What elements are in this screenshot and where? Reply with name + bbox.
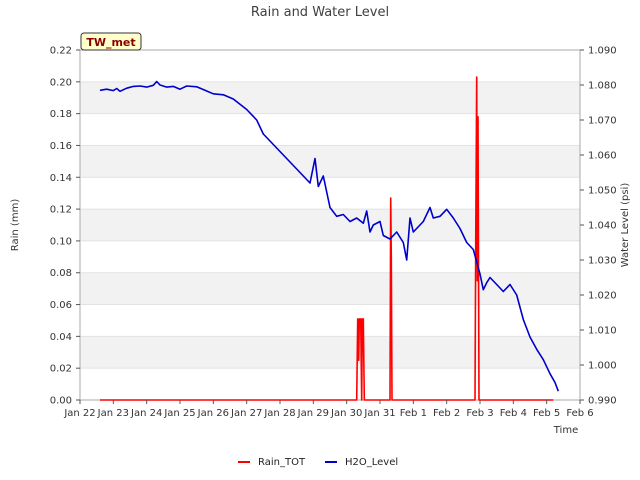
y-right-tick-label: 1.030 <box>588 256 617 267</box>
x-tick-label: Jan 27 <box>230 408 262 419</box>
x-tick-label: Jan 26 <box>197 408 229 419</box>
x-tick-label: Jan 25 <box>163 408 195 419</box>
y-left-tick-label: 0.12 <box>50 205 72 216</box>
x-axis-label: Time <box>553 425 578 436</box>
x-tick-label: Feb 6 <box>566 408 593 419</box>
y-left-tick-label: 0.20 <box>50 77 72 88</box>
plot-band <box>80 81 580 114</box>
y-left-tick-label: 0.16 <box>50 141 72 152</box>
gridlines <box>80 49 580 401</box>
y-left-tick-label: 0.04 <box>50 332 72 343</box>
x-tick-label: Jan 28 <box>263 408 295 419</box>
y-right-tick-label: 0.990 <box>588 396 617 407</box>
y-axis-left-label: Rain (mm) <box>10 199 21 252</box>
y-left-tick-label: 0.14 <box>50 173 72 184</box>
station-badge-box <box>80 32 142 51</box>
y-left-tick-label: 0.22 <box>50 46 72 57</box>
y-right-tick-label: 1.080 <box>588 81 617 92</box>
y-right-tick-label: 1.070 <box>588 116 617 127</box>
legend-label-rain: Rain_TOT <box>258 457 306 468</box>
y-left-tick-label: 0.18 <box>50 109 72 120</box>
x-tick-label: Jan 29 <box>297 408 329 419</box>
series-line-rain-tot <box>100 76 554 401</box>
series-line-h2o-level <box>99 80 560 392</box>
plot-band <box>80 336 580 369</box>
plot-band <box>80 272 580 305</box>
y-right-tick-label: 1.020 <box>588 291 617 302</box>
x-tick-label: Feb 5 <box>533 408 560 419</box>
x-tick-label: Feb 2 <box>433 408 460 419</box>
x-tick-label: Feb 1 <box>400 408 427 419</box>
plot-band <box>80 145 580 178</box>
x-tick-label: Jan 31 <box>363 408 395 419</box>
y-right-tick-label: 1.090 <box>588 46 617 57</box>
legend-label-h2o: H2O_Level <box>345 457 398 468</box>
series-layer <box>99 76 560 401</box>
station-badge-label: TW_met <box>86 36 135 49</box>
station-badge: TW_met <box>80 32 142 51</box>
y-right-tick-label: 1.010 <box>588 326 617 337</box>
y-right-tick-label: 1.050 <box>588 186 617 197</box>
x-tick-label: Feb 4 <box>500 408 527 419</box>
y-left-tick-label: 0.08 <box>50 268 72 279</box>
x-tick-label: Jan 30 <box>330 408 362 419</box>
x-tick-label: Feb 3 <box>466 408 493 419</box>
y-axis-right-label: Water Level (psi) <box>620 183 631 268</box>
legend: Rain_TOT H2O_Level <box>238 457 398 468</box>
x-tick-label: Jan 22 <box>63 408 95 419</box>
y-left-tick-label: 0.10 <box>50 236 72 247</box>
y-left-tick-label: 0.00 <box>50 396 72 407</box>
x-tick-label: Jan 23 <box>97 408 129 419</box>
plot-background-bands <box>80 81 580 369</box>
axes: 0.00 0.02 0.04 0.06 0.08 0.10 0.12 0.14 0.16 0.18… <box>50 46 617 420</box>
y-left-tick-label: 0.06 <box>50 300 72 311</box>
y-left-tick-label: 0.02 <box>50 364 72 375</box>
x-tick-label: Jan 24 <box>130 408 162 419</box>
y-right-tick-label: 1.040 <box>588 221 617 232</box>
chart-title: Rain and Water Level <box>251 5 389 20</box>
plot-band <box>80 209 580 241</box>
y-right-tick-label: 1.060 <box>588 151 617 162</box>
y-right-tick-label: 1.000 <box>588 361 617 372</box>
